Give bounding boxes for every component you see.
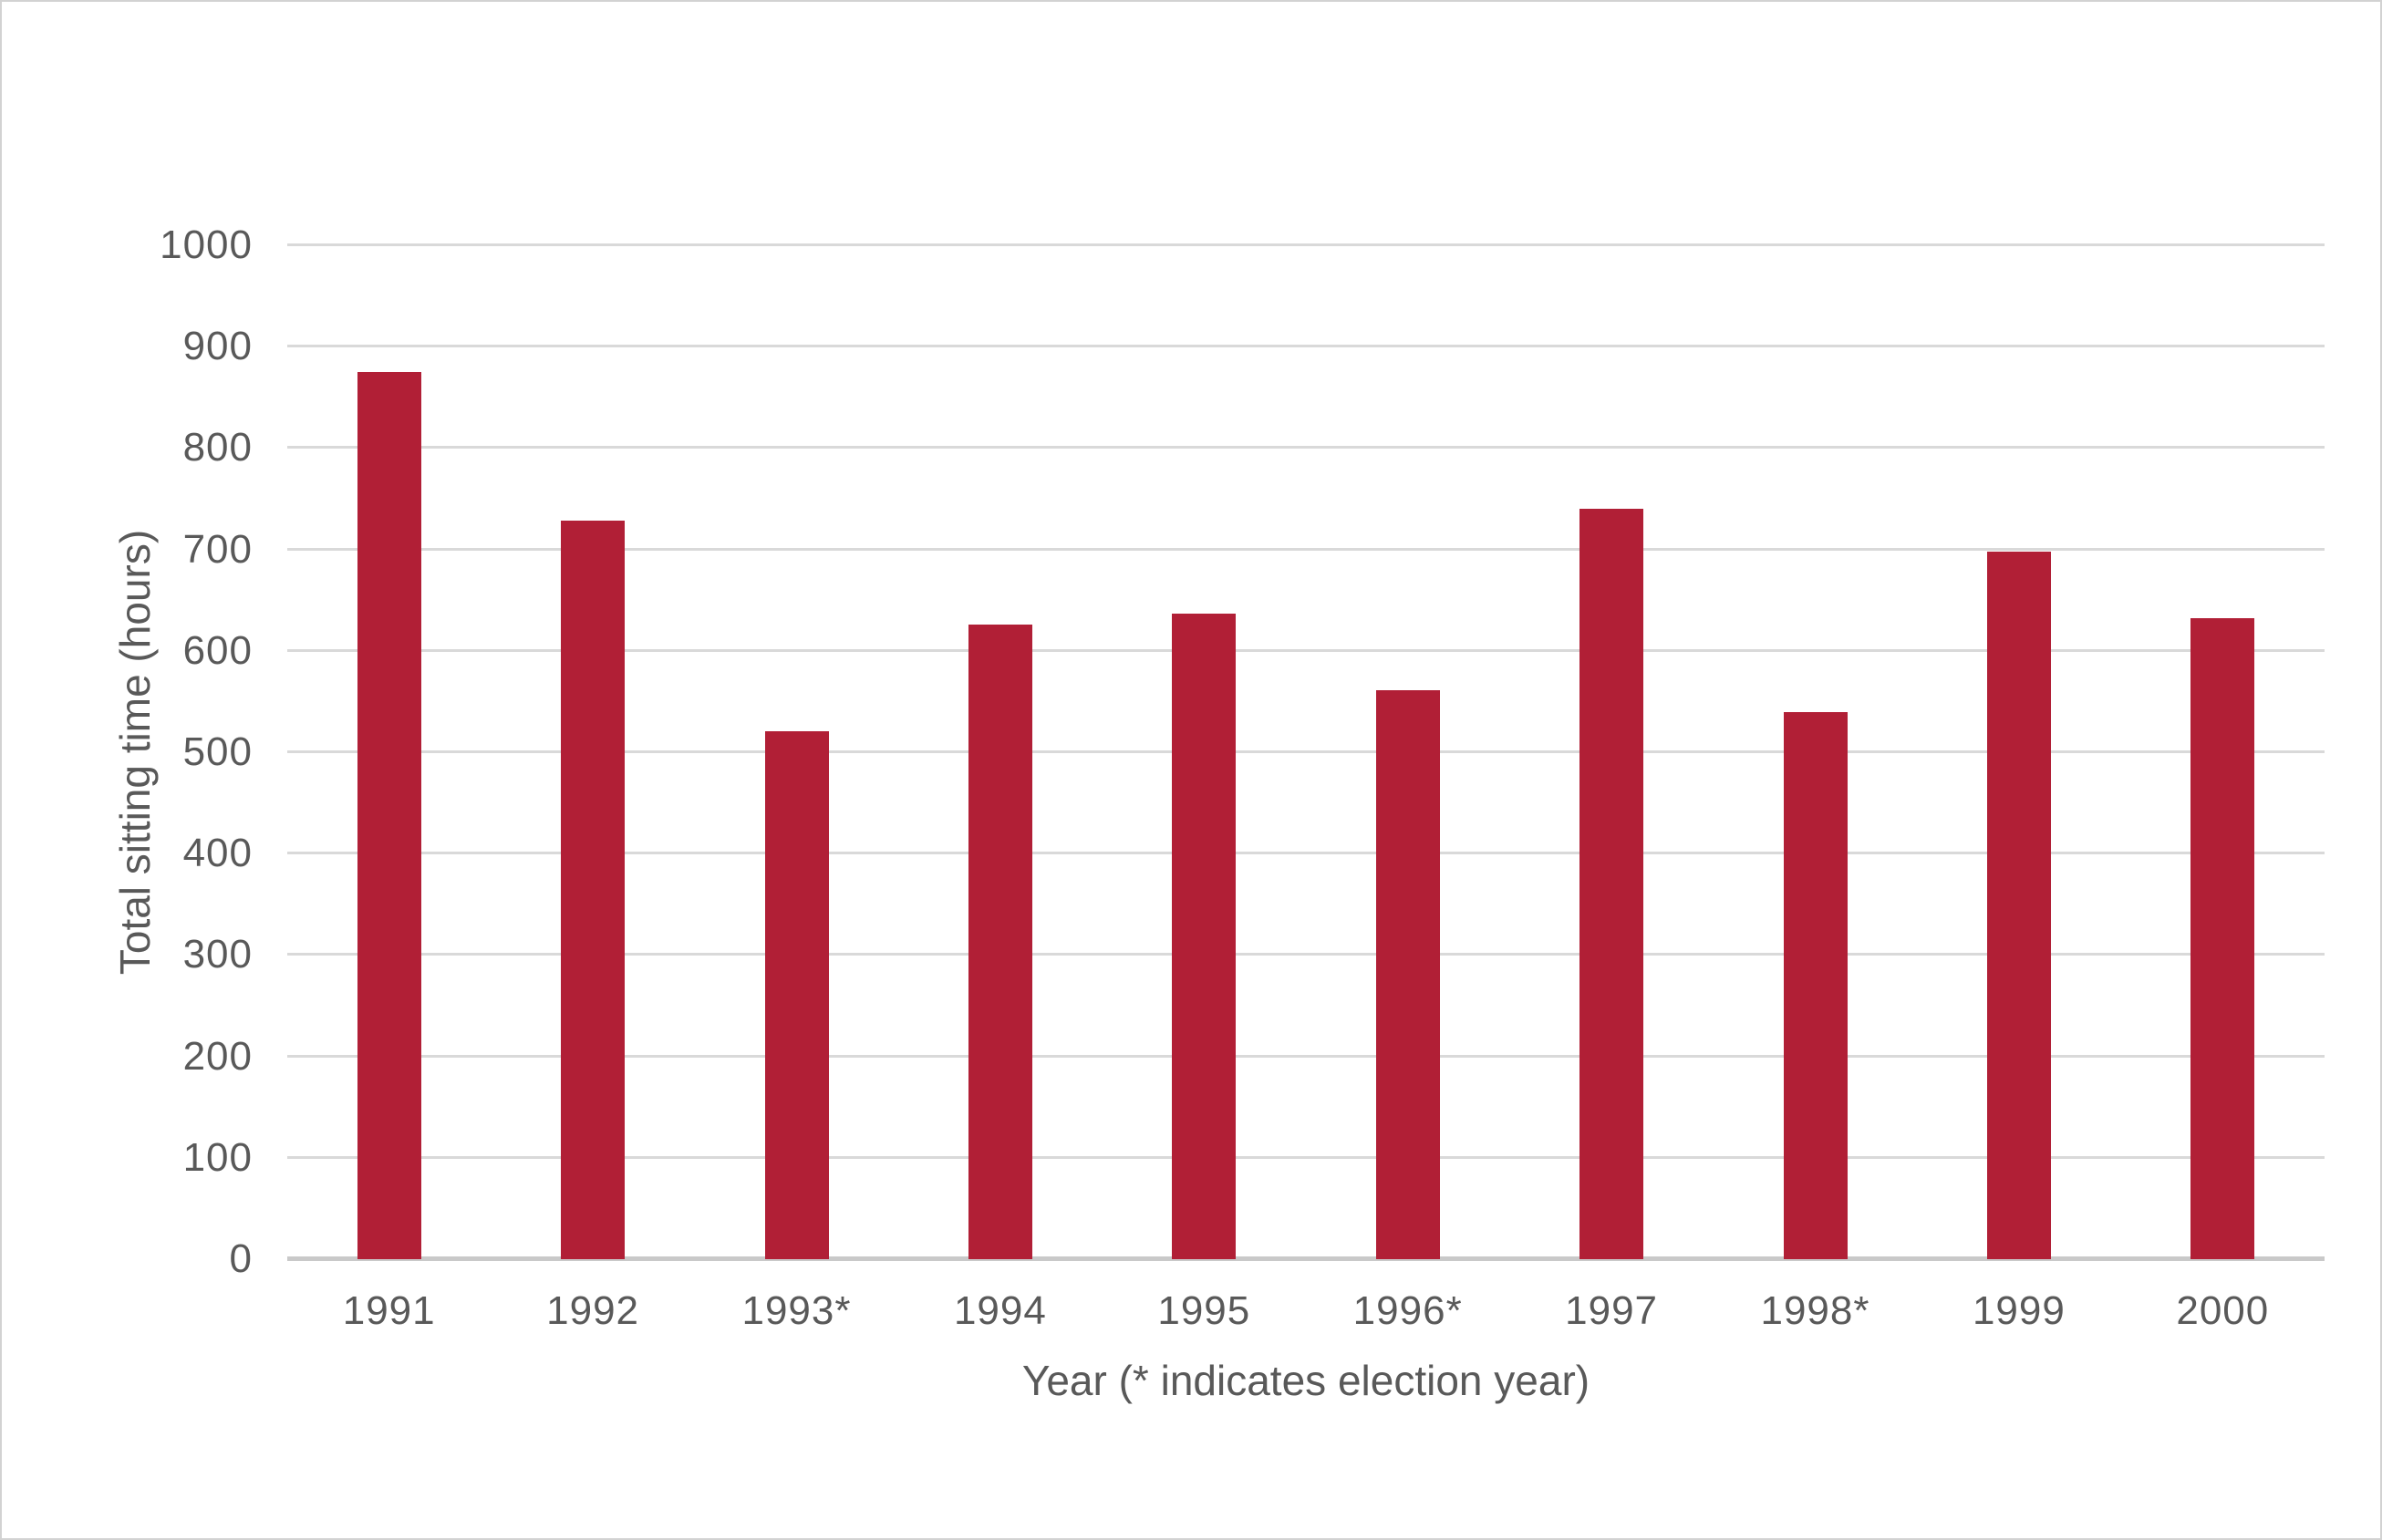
y-tick-label-100: 100 xyxy=(182,1134,253,1180)
x-tick-label-1993-election: 1993* xyxy=(741,1288,852,1333)
y-tick-label-900: 900 xyxy=(182,324,253,369)
y-tick-label-0: 0 xyxy=(229,1236,253,1281)
plot-area xyxy=(287,243,2325,1261)
bar-1993-election xyxy=(764,730,829,1259)
y-tick-label-400: 400 xyxy=(182,831,253,876)
bar-1997 xyxy=(1579,509,1644,1259)
x-tick-label-2000: 2000 xyxy=(2176,1288,2270,1333)
gridline-y-600 xyxy=(287,648,2325,652)
x-axis-line xyxy=(287,1256,2325,1261)
bar-1994 xyxy=(968,624,1032,1259)
y-tick-label-300: 300 xyxy=(182,932,253,977)
x-tick-label-1997: 1997 xyxy=(1565,1288,1659,1333)
x-tick-label-1994: 1994 xyxy=(953,1288,1047,1333)
y-tick-label-700: 700 xyxy=(182,526,253,572)
bar-1998-election xyxy=(1783,711,1848,1259)
y-tick-label-800: 800 xyxy=(182,425,253,470)
x-tick-label-1992: 1992 xyxy=(546,1288,640,1333)
bar-1995 xyxy=(1172,613,1237,1259)
gridline-y-400 xyxy=(287,852,2325,855)
gridline-y-1000 xyxy=(287,243,2325,246)
x-tick-label-1998-election: 1998* xyxy=(1760,1288,1870,1333)
y-tick-label-1000: 1000 xyxy=(160,222,253,267)
y-tick-label-600: 600 xyxy=(182,627,253,673)
gridline-y-700 xyxy=(287,547,2325,551)
gridline-y-300 xyxy=(287,953,2325,956)
bar-2000 xyxy=(2190,618,2255,1259)
x-tick-label-1991: 1991 xyxy=(342,1288,436,1333)
y-tick-label-500: 500 xyxy=(182,729,253,774)
x-axis-title: Year (* indicates election year) xyxy=(1021,1357,1590,1404)
y-axis-tick-labels: 0 100 200 300 400 500 600 700 800 900 1000 xyxy=(2,223,253,1281)
y-tick-label-200: 200 xyxy=(182,1033,253,1079)
x-tick-label-1995: 1995 xyxy=(1157,1288,1251,1333)
x-tick-label-1996-election: 1996* xyxy=(1352,1288,1463,1333)
bar-1996-election xyxy=(1375,690,1440,1259)
gridline-y-100 xyxy=(287,1155,2325,1159)
x-axis-tick-labels: 1991 1992 1993* 1994 1995 1996* 1997 1998* 1999 2… xyxy=(287,1287,2325,1335)
gridline-y-500 xyxy=(287,750,2325,753)
x-tick-label-1999: 1999 xyxy=(1972,1288,2066,1333)
bar-1992 xyxy=(561,521,626,1259)
gridline-y-200 xyxy=(287,1054,2325,1058)
bar-1991 xyxy=(357,372,421,1259)
gridline-y-800 xyxy=(287,446,2325,450)
gridline-y-900 xyxy=(287,345,2325,348)
bar-1999 xyxy=(1986,551,2051,1259)
